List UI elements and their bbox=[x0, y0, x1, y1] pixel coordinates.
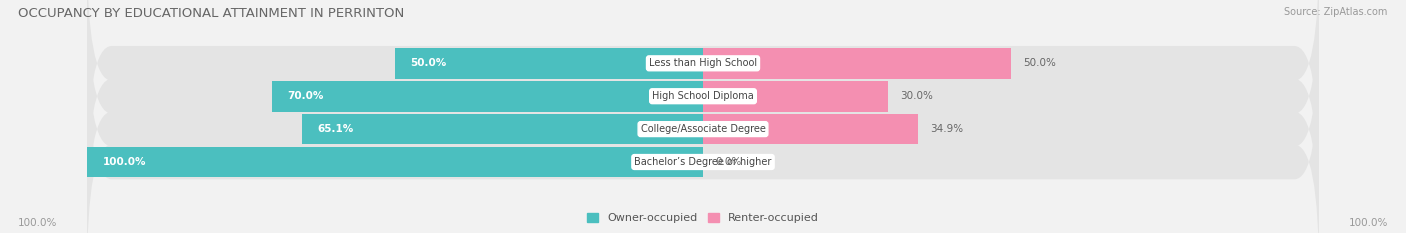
Text: OCCUPANCY BY EDUCATIONAL ATTAINMENT IN PERRINTON: OCCUPANCY BY EDUCATIONAL ATTAINMENT IN P… bbox=[18, 7, 405, 20]
FancyBboxPatch shape bbox=[87, 0, 1319, 210]
Bar bbox=[87, 147, 703, 177]
Text: 30.0%: 30.0% bbox=[900, 91, 934, 101]
Text: Source: ZipAtlas.com: Source: ZipAtlas.com bbox=[1284, 7, 1388, 17]
Text: 50.0%: 50.0% bbox=[1024, 58, 1056, 68]
Bar bbox=[703, 114, 918, 144]
Text: Less than High School: Less than High School bbox=[650, 58, 756, 68]
Bar bbox=[302, 114, 703, 144]
Text: 100.0%: 100.0% bbox=[103, 157, 146, 167]
Bar bbox=[395, 48, 703, 79]
Text: 100.0%: 100.0% bbox=[18, 218, 58, 228]
FancyBboxPatch shape bbox=[87, 0, 1319, 178]
FancyBboxPatch shape bbox=[87, 15, 1319, 233]
Text: 65.1%: 65.1% bbox=[318, 124, 354, 134]
FancyBboxPatch shape bbox=[87, 48, 1319, 233]
Text: 34.9%: 34.9% bbox=[931, 124, 963, 134]
Bar bbox=[271, 81, 703, 112]
Text: 70.0%: 70.0% bbox=[287, 91, 323, 101]
Text: College/Associate Degree: College/Associate Degree bbox=[641, 124, 765, 134]
Text: Bachelor’s Degree or higher: Bachelor’s Degree or higher bbox=[634, 157, 772, 167]
Text: High School Diploma: High School Diploma bbox=[652, 91, 754, 101]
Text: 100.0%: 100.0% bbox=[1348, 218, 1388, 228]
Bar bbox=[703, 81, 887, 112]
Text: 50.0%: 50.0% bbox=[411, 58, 447, 68]
Bar bbox=[703, 48, 1011, 79]
Legend: Owner-occupied, Renter-occupied: Owner-occupied, Renter-occupied bbox=[582, 208, 824, 227]
Text: 0.0%: 0.0% bbox=[716, 157, 741, 167]
